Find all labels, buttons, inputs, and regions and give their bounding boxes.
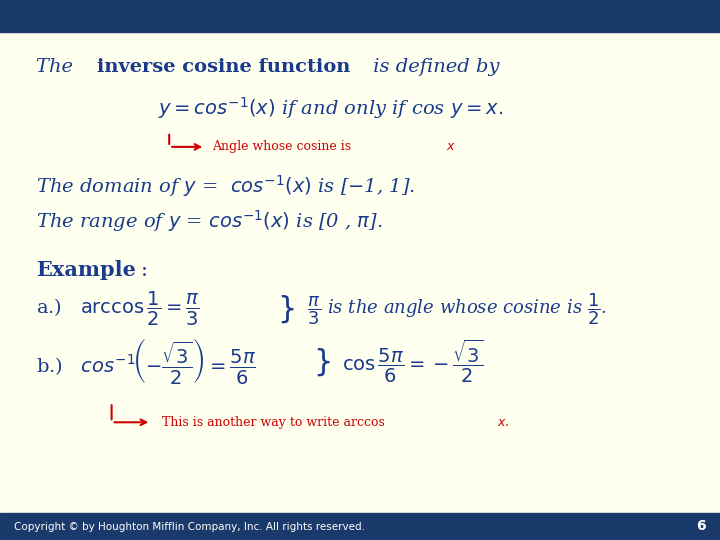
Text: $\cos\dfrac{5\pi}{6} = -\dfrac{\sqrt{3}}{2}$: $\cos\dfrac{5\pi}{6} = -\dfrac{\sqrt{3}}… xyxy=(342,338,483,386)
Text: The range of $y$ = $cos^{-1}(x)$ is [0 , $\pi$].: The range of $y$ = $cos^{-1}(x)$ is [0 ,… xyxy=(36,208,382,234)
Text: $\dfrac{\pi}{3}$ is the angle whose cosine is $\dfrac{1}{2}$.: $\dfrac{\pi}{3}$ is the angle whose cosi… xyxy=(302,292,608,327)
Text: b.)   $cos^{-1}\!\left(-\dfrac{\sqrt{3}}{2}\right) = \dfrac{5\pi}{6}$: b.) $cos^{-1}\!\left(-\dfrac{\sqrt{3}}{2… xyxy=(36,337,256,387)
Bar xyxy=(0,513,720,540)
Text: a.)   $\arccos\dfrac{1}{2} = \dfrac{\pi}{3}$: a.) $\arccos\dfrac{1}{2} = \dfrac{\pi}{3… xyxy=(36,291,200,328)
Text: $x$: $x$ xyxy=(446,140,456,153)
Text: $x$.: $x$. xyxy=(497,416,510,429)
Text: is defined by: is defined by xyxy=(367,58,500,77)
Text: :: : xyxy=(140,260,148,280)
Text: $\}$: $\}$ xyxy=(313,346,330,377)
Text: This is another way to write arccos: This is another way to write arccos xyxy=(162,416,389,429)
Text: $y = cos^{-1}(x)$ if and only if cos $y = x.$: $y = cos^{-1}(x)$ if and only if cos $y … xyxy=(158,95,503,121)
Bar xyxy=(0,0,720,32)
Text: inverse cosine function: inverse cosine function xyxy=(97,58,351,77)
Text: The domain of $y$ =  $cos^{-1}(x)$ is [$-$1, 1].: The domain of $y$ = $cos^{-1}(x)$ is [$-… xyxy=(36,173,415,199)
Text: Angle whose cosine is: Angle whose cosine is xyxy=(212,140,356,153)
Text: Example: Example xyxy=(36,260,136,280)
Text: 6: 6 xyxy=(696,519,706,534)
Text: $\}$: $\}$ xyxy=(277,294,294,325)
Text: Copyright © by Houghton Mifflin Company, Inc. All rights reserved.: Copyright © by Houghton Mifflin Company,… xyxy=(14,522,365,531)
Text: The: The xyxy=(36,58,79,77)
